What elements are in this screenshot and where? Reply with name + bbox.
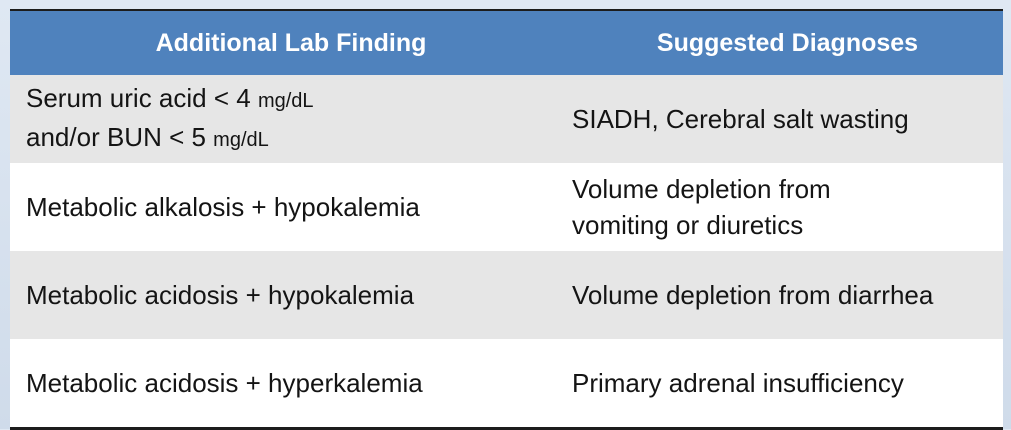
header-suggested-diagnoses: Suggested Diagnoses [656, 28, 919, 57]
finding-line: and/or BUN < 5 mg/dL [26, 119, 556, 158]
finding-unit: mg/dL [257, 90, 314, 112]
diagnosis-line: Volume depletion from [572, 174, 831, 204]
finding-cell: Metabolic acidosis + hypokalemia [26, 280, 415, 310]
diagnosis-cell: Primary adrenal insufficiency [572, 368, 904, 398]
finding-line: Serum uric acid < 4 mg/dL [26, 80, 556, 119]
table-row: Metabolic acidosis + hyperkalemia Primar… [10, 339, 1003, 427]
diagnosis-line: vomiting or diuretics [572, 210, 804, 240]
finding-text: Serum uric acid < 4 [26, 83, 251, 113]
diagnosis-cell: Volume depletion from vomiting or diuret… [556, 171, 1003, 243]
finding-cell: Metabolic acidosis + hyperkalemia [26, 368, 423, 398]
table-header-row: Additional Lab Finding Suggested Diagnos… [10, 11, 1003, 75]
finding-text: and/or BUN < 5 [26, 122, 206, 152]
header-lab-finding: Additional Lab Finding [155, 28, 427, 57]
finding-cell: Metabolic alkalosis + hypokalemia [26, 192, 420, 222]
table-row: Metabolic acidosis + hypokalemia Volume … [10, 251, 1003, 339]
table-row: Serum uric acid < 4 mg/dL and/or BUN < 5… [10, 75, 1003, 163]
diagnosis-cell: SIADH, Cerebral salt wasting [572, 104, 909, 134]
table-row: Metabolic alkalosis + hypokalemia Volume… [10, 163, 1003, 251]
diagnosis-cell: Volume depletion from diarrhea [572, 280, 934, 310]
finding-unit: mg/dL [213, 129, 269, 151]
finding-cell: Serum uric acid < 4 mg/dL and/or BUN < 5… [10, 80, 556, 158]
lab-findings-table: Additional Lab Finding Suggested Diagnos… [10, 9, 1003, 430]
